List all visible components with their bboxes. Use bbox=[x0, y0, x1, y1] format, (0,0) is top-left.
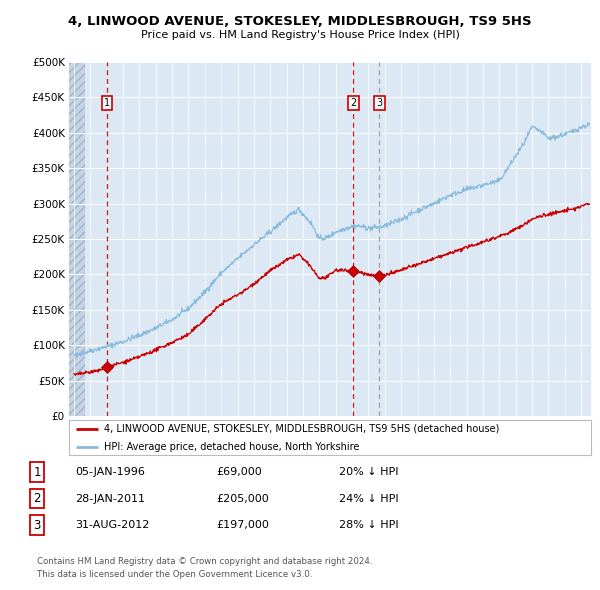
Text: 1: 1 bbox=[104, 98, 110, 107]
Text: 2: 2 bbox=[34, 492, 41, 505]
Text: 05-JAN-1996: 05-JAN-1996 bbox=[75, 467, 145, 477]
Text: 4, LINWOOD AVENUE, STOKESLEY, MIDDLESBROUGH, TS9 5HS (detached house): 4, LINWOOD AVENUE, STOKESLEY, MIDDLESBRO… bbox=[104, 424, 500, 434]
Text: 4, LINWOOD AVENUE, STOKESLEY, MIDDLESBROUGH, TS9 5HS: 4, LINWOOD AVENUE, STOKESLEY, MIDDLESBRO… bbox=[68, 15, 532, 28]
Text: Contains HM Land Registry data © Crown copyright and database right 2024.: Contains HM Land Registry data © Crown c… bbox=[37, 558, 373, 566]
Text: 3: 3 bbox=[376, 98, 382, 107]
Bar bbox=[69, 62, 85, 416]
Text: 1: 1 bbox=[34, 466, 41, 478]
Text: 31-AUG-2012: 31-AUG-2012 bbox=[75, 520, 149, 530]
Text: 3: 3 bbox=[34, 519, 41, 532]
Text: £205,000: £205,000 bbox=[216, 494, 269, 503]
Text: £69,000: £69,000 bbox=[216, 467, 262, 477]
Text: 20% ↓ HPI: 20% ↓ HPI bbox=[339, 467, 398, 477]
Text: Price paid vs. HM Land Registry's House Price Index (HPI): Price paid vs. HM Land Registry's House … bbox=[140, 30, 460, 40]
Text: £197,000: £197,000 bbox=[216, 520, 269, 530]
Text: 2: 2 bbox=[350, 98, 356, 107]
Text: 24% ↓ HPI: 24% ↓ HPI bbox=[339, 494, 398, 503]
Bar bbox=[69, 62, 85, 416]
Text: This data is licensed under the Open Government Licence v3.0.: This data is licensed under the Open Gov… bbox=[37, 571, 313, 579]
Text: 28-JAN-2011: 28-JAN-2011 bbox=[75, 494, 145, 503]
Text: 28% ↓ HPI: 28% ↓ HPI bbox=[339, 520, 398, 530]
Text: HPI: Average price, detached house, North Yorkshire: HPI: Average price, detached house, Nort… bbox=[104, 442, 360, 451]
